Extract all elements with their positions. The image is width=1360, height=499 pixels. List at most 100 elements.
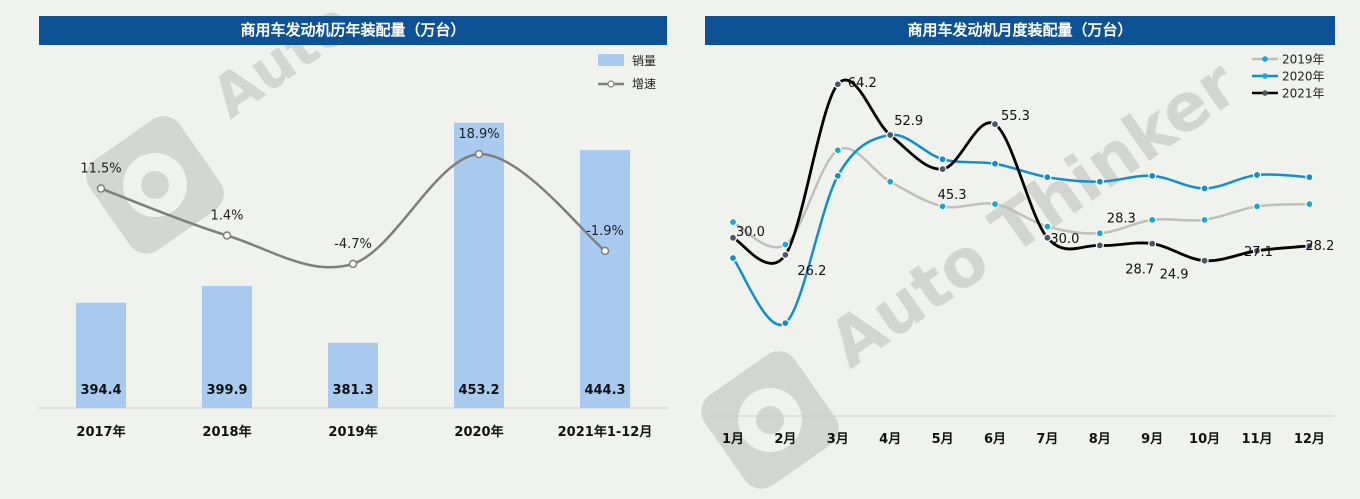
legend-line-marker — [607, 80, 615, 88]
series-point — [990, 120, 1000, 129]
growth-point — [96, 184, 106, 193]
series-point — [1043, 233, 1052, 242]
x-tick-label: 5月 — [932, 432, 954, 447]
series-point — [1095, 241, 1104, 250]
series-point — [938, 155, 947, 164]
legend-label: 2021年 — [1282, 87, 1325, 101]
left-chart-title: 商用车发动机历年装配量（万台） — [39, 16, 667, 45]
bar — [454, 122, 504, 409]
right-chart-title: 商用车发动机月度装配量（万台） — [705, 16, 1335, 45]
series-point — [1252, 202, 1262, 211]
series-point — [728, 253, 738, 263]
x-tick-label: 2017年 — [76, 424, 125, 440]
legend-marker — [1262, 73, 1268, 79]
data-label-2021: 26.2 — [797, 264, 826, 279]
bar — [202, 285, 252, 408]
series-point — [1095, 177, 1104, 186]
series-point — [1043, 222, 1052, 231]
bar-value-label: 381.3 — [332, 383, 373, 398]
data-label-2021: 30.0 — [1050, 232, 1079, 247]
x-tick-label: 3月 — [827, 432, 849, 447]
series-line-2020年 — [731, 133, 1310, 327]
bar-value-label: 394.4 — [80, 383, 121, 398]
x-tick-label: 4月 — [879, 432, 901, 447]
legend-label: 2020年 — [1282, 70, 1325, 84]
x-tick-label: 2019年 — [328, 424, 377, 440]
growth-label: 1.4% — [210, 208, 243, 223]
series-point — [990, 159, 1000, 168]
series-point — [1305, 241, 1314, 250]
data-label-2021: 28.7 — [1125, 263, 1154, 278]
growth-point — [222, 231, 232, 240]
growth-label: -4.7% — [334, 237, 372, 252]
bar — [580, 150, 630, 409]
series-point — [728, 217, 738, 227]
legend-bar-label: 销量 — [632, 54, 656, 68]
series-point — [1305, 173, 1314, 182]
x-tick-label: 2018年 — [202, 424, 251, 440]
series-point — [1148, 215, 1157, 224]
growth-line — [100, 152, 606, 269]
series-point — [833, 146, 842, 155]
data-label-2021: 64.2 — [848, 76, 877, 91]
bar-value-label: 453.2 — [458, 383, 499, 398]
series-point — [938, 165, 947, 174]
series-point — [1252, 246, 1262, 255]
growth-label: -1.9% — [586, 224, 624, 239]
series-point — [1200, 184, 1209, 193]
x-tick-label: 10月 — [1189, 432, 1220, 447]
series-point — [728, 233, 738, 242]
series-point — [781, 250, 790, 259]
data-label-2021: 55.3 — [1001, 109, 1030, 124]
x-tick-label: 2021年1-12月 — [558, 424, 653, 440]
series-point — [781, 319, 790, 328]
growth-label: 18.9% — [458, 127, 499, 142]
legend-marker — [1262, 56, 1268, 62]
legend-bar-swatch — [598, 54, 624, 66]
x-tick-label: 11月 — [1241, 432, 1272, 447]
legend-marker — [1262, 90, 1268, 96]
series-point — [781, 240, 790, 249]
data-label-2021: 45.3 — [938, 188, 967, 203]
series-point — [1148, 239, 1157, 248]
x-tick-label: 8月 — [1089, 432, 1111, 447]
bar — [328, 342, 378, 408]
series-point — [1305, 200, 1314, 209]
x-tick-label: 12月 — [1294, 432, 1325, 447]
series-point — [938, 202, 947, 211]
series-point — [833, 80, 842, 89]
legend-label: 2019年 — [1282, 53, 1325, 67]
data-label-2021: 30.0 — [736, 225, 765, 240]
bar-value-label: 399.9 — [206, 383, 247, 398]
growth-point — [600, 246, 610, 256]
data-label-2021: 52.9 — [894, 114, 923, 129]
series-point — [886, 130, 895, 140]
bar-value-label: 444.3 — [584, 383, 625, 398]
legend-line-label: 增速 — [632, 77, 656, 91]
data-label-2021: 28.3 — [1107, 211, 1136, 226]
series-point — [833, 171, 842, 180]
x-tick-label: 1月 — [722, 432, 744, 447]
growth-point — [474, 149, 484, 159]
x-tick-label: 6月 — [984, 432, 1006, 447]
growth-point — [348, 259, 358, 269]
x-tick-label: 2020年 — [454, 424, 503, 440]
monthly-chart: 1月 2月 3月 4月 5月 6月 7月 8月 9月 10月 11月 12月 30.0 26.2 64.2 5… — [708, 53, 1335, 447]
series-point — [1095, 229, 1104, 238]
bar — [76, 302, 126, 408]
x-tick-label: 2月 — [774, 432, 796, 447]
series-point — [1200, 256, 1209, 265]
series-point — [1043, 173, 1052, 182]
data-label-2021: 28.2 — [1305, 239, 1334, 254]
series-point — [1252, 170, 1262, 180]
x-tick-label: 7月 — [1036, 432, 1058, 447]
annual-chart: 394.4 2017年 399.9 2018年 381.3 2019年 453.2 2020年… — [38, 54, 668, 440]
series-point — [886, 177, 895, 186]
series-point — [1200, 215, 1209, 224]
x-tick-label: 9月 — [1141, 432, 1163, 447]
series-point — [990, 200, 1000, 209]
growth-label: 11.5% — [80, 162, 121, 177]
series-point — [1148, 171, 1157, 180]
data-label-2021: 27.1 — [1244, 245, 1273, 260]
data-label-2021: 24.9 — [1160, 268, 1189, 283]
